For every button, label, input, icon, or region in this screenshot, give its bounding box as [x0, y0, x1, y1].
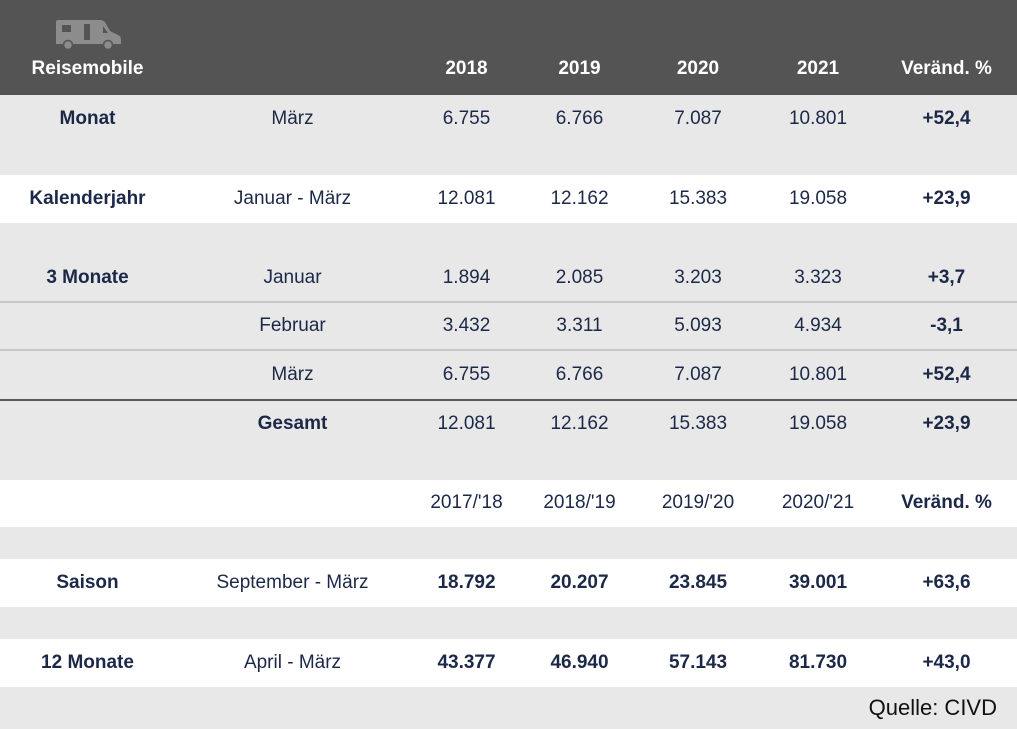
- header-label: Reisemobile: [31, 58, 144, 79]
- row-change: +52,4: [922, 364, 971, 385]
- table-row: Gesamt 12.081 12.162 15.383 19.058 +23,9: [0, 412, 1017, 436]
- row-category: Monat: [59, 108, 116, 129]
- row-value-4: 39.001: [788, 572, 848, 593]
- row-value-2019: 6.766: [555, 108, 604, 129]
- row-change: -3,1: [930, 315, 963, 336]
- table-row: Monat März 6.755 6.766 7.087 10.801 +52,…: [0, 107, 1017, 131]
- header-year-2020: 2020: [676, 58, 720, 79]
- row-value-2021: 19.058: [788, 188, 848, 209]
- row-value-2020: 3.203: [674, 267, 722, 288]
- season-header-row: 2017/'18 2018/'19 2019/'20 2020/'21 Verä…: [0, 491, 1017, 515]
- band-12-monate: [0, 639, 1017, 687]
- row-value-4: 81.730: [788, 652, 848, 673]
- band-season-header: [0, 480, 1017, 527]
- row-change: +3,7: [927, 267, 966, 288]
- row-category: 3 Monate: [46, 267, 129, 288]
- source-note: Quelle: CIVD: [868, 695, 997, 720]
- row-period: März: [271, 364, 314, 385]
- table-row: Februar 3.432 3.311 5.093 4.934 -3,1: [0, 314, 1017, 338]
- row-value-2020: 15.383: [668, 413, 728, 434]
- header-year-2018: 2018: [445, 58, 488, 79]
- row-category: Saison: [56, 572, 119, 593]
- header-change: Veränd. %: [901, 58, 992, 79]
- table-header: Reisemobile 2018 2019 2020 2021 Veränd. …: [0, 0, 1017, 95]
- row-value-2018: 12.081: [437, 188, 496, 209]
- season-year-4: 2020/'21: [781, 492, 855, 513]
- season-year-2: 2018/'19: [543, 492, 616, 513]
- header-year-2021: 2021: [796, 58, 840, 79]
- season-year-1: 2017/'18: [430, 492, 503, 513]
- row-period: April - März: [243, 652, 342, 673]
- season-change-label: Veränd. %: [901, 492, 992, 513]
- row-change: +63,6: [922, 572, 971, 593]
- row-value-1: 18.792: [437, 572, 496, 593]
- row-value-2018: 1.894: [442, 267, 491, 288]
- row-period: Januar - März: [233, 188, 352, 209]
- row-value-2021: 3.323: [794, 267, 842, 288]
- row-category: 12 Monate: [41, 652, 134, 673]
- row-value-3: 57.143: [668, 652, 728, 673]
- row-value-2019: 3.311: [556, 315, 603, 336]
- row-value-2019: 12.162: [550, 413, 609, 434]
- row-category: Kalenderjahr: [29, 188, 146, 209]
- row-period: Januar: [263, 267, 322, 288]
- row-value-2020: 15.383: [668, 188, 728, 209]
- row-period: Gesamt: [257, 413, 328, 434]
- total-divider: [0, 399, 1017, 401]
- row-value-3: 23.845: [668, 572, 728, 593]
- table-row: Kalenderjahr Januar - März 12.081 12.162…: [0, 187, 1017, 211]
- band-kalenderjahr: [0, 175, 1017, 223]
- season-year-3: 2019/'20: [661, 492, 735, 513]
- row-value-2021: 4.934: [794, 315, 842, 336]
- band-saison: [0, 559, 1017, 607]
- row-value-2020: 7.087: [674, 108, 722, 129]
- row-value-2018: 12.081: [437, 413, 496, 434]
- row-value-2019: 12.162: [550, 188, 609, 209]
- table-row: 12 Monate April - März 43.377 46.940 57.…: [0, 651, 1017, 675]
- row-change: +52,4: [922, 108, 971, 129]
- row-value-2: 20.207: [550, 572, 609, 593]
- row-period: September - März: [216, 572, 369, 593]
- row-value-2020: 7.087: [674, 364, 722, 385]
- row-value-2018: 6.755: [442, 364, 491, 385]
- motorhome-icon: [54, 19, 122, 56]
- row-change: +43,0: [922, 652, 971, 673]
- row-value-2019: 6.766: [555, 364, 604, 385]
- row-value-2021: 19.058: [788, 413, 848, 434]
- table-row: März 6.755 6.766 7.087 10.801 +52,4: [0, 363, 1017, 387]
- table-row: 3 Monate Januar 1.894 2.085 3.203 3.323 …: [0, 266, 1017, 290]
- row-change: +23,9: [922, 188, 971, 209]
- row-value-2: 46.940: [550, 652, 609, 673]
- row-period: Februar: [259, 315, 326, 336]
- header-year-2019: 2019: [558, 58, 601, 79]
- row-value-2018: 6.755: [442, 108, 491, 129]
- row-value-2019: 2.085: [555, 267, 604, 288]
- row-value-2021: 10.801: [788, 108, 848, 129]
- row-value-2018: 3.432: [442, 315, 491, 336]
- row-value-1: 43.377: [437, 652, 496, 673]
- row-period: März: [271, 108, 314, 129]
- row-divider: [0, 301, 1017, 303]
- row-value-2021: 10.801: [788, 364, 848, 385]
- row-change: +23,9: [922, 413, 971, 434]
- row-value-2020: 5.093: [674, 315, 722, 336]
- table-row: Saison September - März 18.792 20.207 23…: [0, 571, 1017, 595]
- row-divider: [0, 349, 1017, 351]
